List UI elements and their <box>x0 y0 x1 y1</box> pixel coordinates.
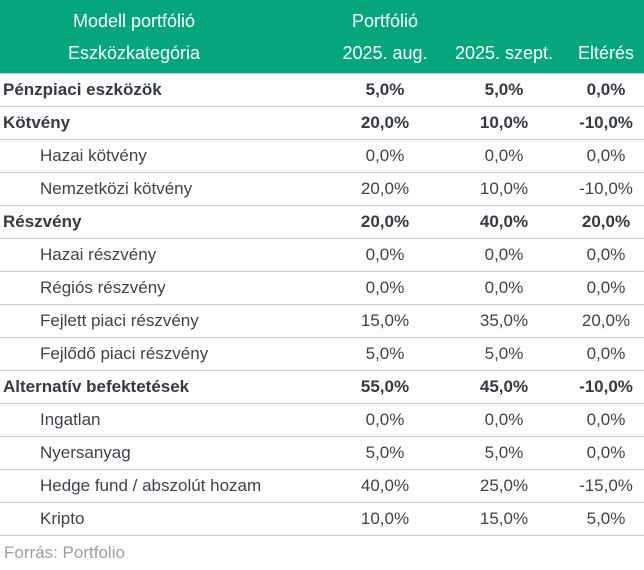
table-row: Régiós részvény 0,0% 0,0% 0,0% <box>0 271 644 305</box>
category-cell: Kripto <box>0 502 330 536</box>
value-cell-aug: 20,0% <box>330 205 440 239</box>
group-header-spacer <box>440 0 568 38</box>
allocation-table: Modell portfólió Portfólió Eszközkategór… <box>0 0 644 536</box>
table-body: Pénzpiaci eszközök 5,0% 5,0% 0,0% Kötvény 20,… <box>0 73 644 536</box>
value-cell-aug: 5,0% <box>330 436 440 470</box>
value-cell-szept: 15,0% <box>440 502 568 536</box>
table-row: Alternatív befektetések 55,0% 45,0% -10,0% <box>0 370 644 404</box>
group-header-modell-portfolio: Modell portfólió <box>0 0 330 38</box>
column-header-2025-szept: 2025. szept. <box>440 38 568 74</box>
value-cell-aug: 15,0% <box>330 304 440 338</box>
value-cell-aug: 0,0% <box>330 139 440 173</box>
category-cell: Régiós részvény <box>0 271 330 305</box>
table-row: Hedge fund / abszolút hozam 40,0% 25,0% -15… <box>0 469 644 503</box>
category-cell: Fejlett piaci részvény <box>0 304 330 338</box>
table-row: Hazai kötvény 0,0% 0,0% 0,0% <box>0 139 644 173</box>
column-header-elteres: Eltérés <box>568 38 644 74</box>
value-cell-aug: 40,0% <box>330 469 440 503</box>
value-cell-szept: 35,0% <box>440 304 568 338</box>
value-cell-elteres: 20,0% <box>568 304 644 338</box>
value-cell-szept: 0,0% <box>440 271 568 305</box>
value-cell-aug: 20,0% <box>330 172 440 206</box>
table-row: Fejlődő piaci részvény 5,0% 5,0% 0,0% <box>0 337 644 371</box>
value-cell-elteres: 0,0% <box>568 403 644 437</box>
table-row: Pénzpiaci eszközök 5,0% 5,0% 0,0% <box>0 73 644 107</box>
group-header-spacer <box>568 0 644 38</box>
category-cell: Hazai részvény <box>0 238 330 272</box>
value-cell-aug: 10,0% <box>330 502 440 536</box>
value-cell-elteres: 20,0% <box>568 205 644 239</box>
value-cell-aug: 5,0% <box>330 73 440 107</box>
value-cell-szept: 5,0% <box>440 436 568 470</box>
table-row: Nemzetközi kötvény 20,0% 10,0% -10,0% <box>0 172 644 206</box>
column-header-row: Eszközkategória 2025. aug. 2025. szept. … <box>0 38 644 74</box>
column-header-eszkozkategoria: Eszközkategória <box>0 38 330 74</box>
value-cell-aug: 20,0% <box>330 106 440 140</box>
value-cell-szept: 5,0% <box>440 337 568 371</box>
table-header: Modell portfólió Portfólió Eszközkategór… <box>0 0 644 74</box>
value-cell-aug: 55,0% <box>330 370 440 404</box>
value-cell-szept: 5,0% <box>440 73 568 107</box>
source-note: Forrás: Portfolio <box>4 543 125 562</box>
value-cell-szept: 0,0% <box>440 238 568 272</box>
column-header-2025-aug: 2025. aug. <box>330 38 440 74</box>
value-cell-elteres: 0,0% <box>568 73 644 107</box>
value-cell-elteres: 0,0% <box>568 436 644 470</box>
category-cell: Ingatlan <box>0 403 330 437</box>
value-cell-szept: 0,0% <box>440 139 568 173</box>
category-cell: Kötvény <box>0 106 330 140</box>
value-cell-aug: 0,0% <box>330 238 440 272</box>
value-cell-elteres: 0,0% <box>568 271 644 305</box>
value-cell-szept: 45,0% <box>440 370 568 404</box>
value-cell-aug: 5,0% <box>330 337 440 371</box>
table-row: Nyersanyag 5,0% 5,0% 0,0% <box>0 436 644 470</box>
table-row: Hazai részvény 0,0% 0,0% 0,0% <box>0 238 644 272</box>
table-row: Kötvény 20,0% 10,0% -10,0% <box>0 106 644 140</box>
category-cell: Fejlődő piaci részvény <box>0 337 330 371</box>
value-cell-szept: 10,0% <box>440 106 568 140</box>
category-cell: Alternatív befektetések <box>0 370 330 404</box>
value-cell-elteres: -10,0% <box>568 370 644 404</box>
group-header-row: Modell portfólió Portfólió <box>0 0 644 38</box>
value-cell-elteres: 0,0% <box>568 337 644 371</box>
value-cell-aug: 0,0% <box>330 271 440 305</box>
value-cell-szept: 0,0% <box>440 403 568 437</box>
value-cell-elteres: 0,0% <box>568 238 644 272</box>
value-cell-szept: 40,0% <box>440 205 568 239</box>
category-cell: Nyersanyag <box>0 436 330 470</box>
table-row: Kripto 10,0% 15,0% 5,0% <box>0 502 644 536</box>
value-cell-aug: 0,0% <box>330 403 440 437</box>
value-cell-szept: 10,0% <box>440 172 568 206</box>
category-cell: Hazai kötvény <box>0 139 330 173</box>
value-cell-elteres: 0,0% <box>568 139 644 173</box>
table-row: Részvény 20,0% 40,0% 20,0% <box>0 205 644 239</box>
value-cell-szept: 25,0% <box>440 469 568 503</box>
category-cell: Részvény <box>0 205 330 239</box>
value-cell-elteres: -10,0% <box>568 106 644 140</box>
table-row: Fejlett piaci részvény 15,0% 35,0% 20,0% <box>0 304 644 338</box>
value-cell-elteres: -15,0% <box>568 469 644 503</box>
group-header-portfolio: Portfólió <box>330 0 440 38</box>
category-cell: Pénzpiaci eszközök <box>0 73 330 107</box>
category-cell: Hedge fund / abszolút hozam <box>0 469 330 503</box>
table-row: Ingatlan 0,0% 0,0% 0,0% <box>0 403 644 437</box>
value-cell-elteres: -10,0% <box>568 172 644 206</box>
category-cell: Nemzetközi kötvény <box>0 172 330 206</box>
value-cell-elteres: 5,0% <box>568 502 644 536</box>
